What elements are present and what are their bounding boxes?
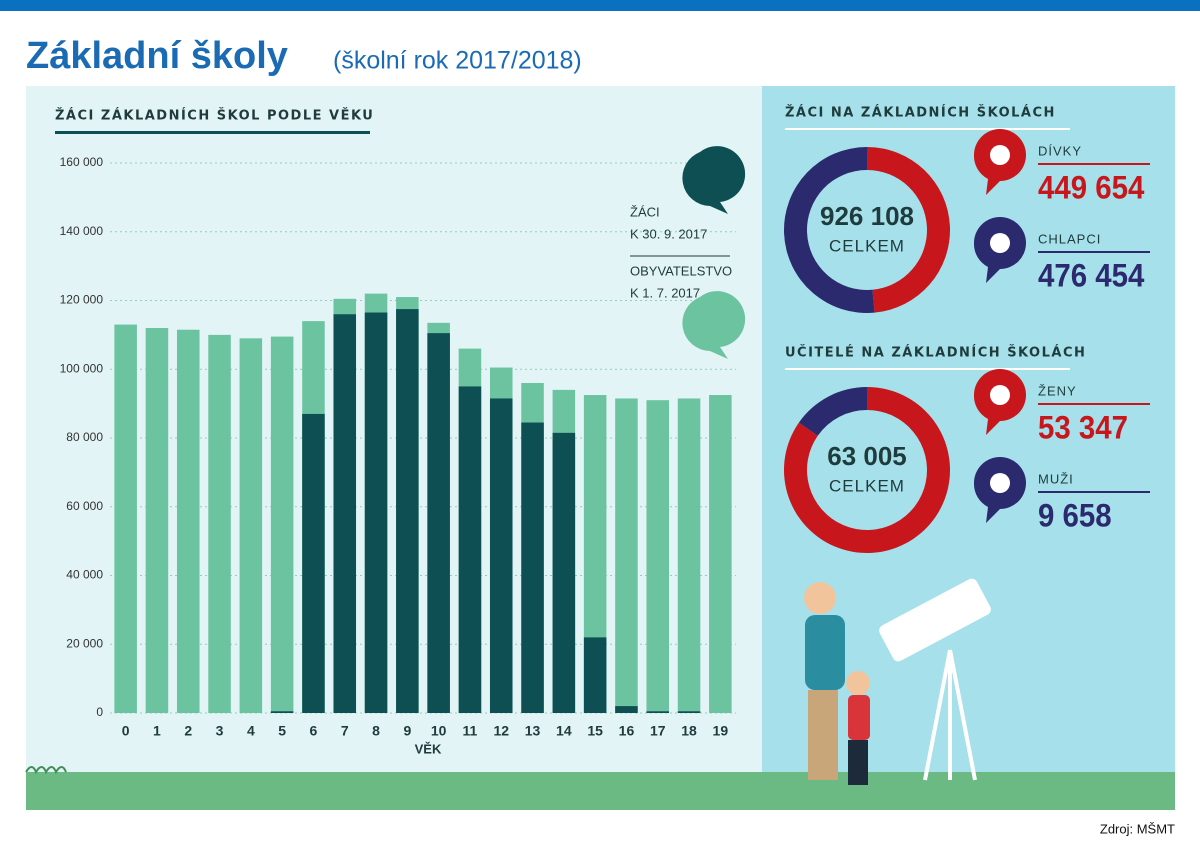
chart-title: ŽÁCI ZÁKLADNÍCH ŠKOL PODLE VĚKU (55, 108, 374, 124)
bar (114, 324, 137, 713)
x-tick-label: 15 (587, 723, 603, 739)
value-label: 476 454 (1038, 257, 1144, 293)
top-bar (0, 0, 1200, 11)
source: Zdroj: MŠMT (1100, 821, 1175, 836)
y-tick-label: 0 (96, 705, 103, 719)
x-tick-label: 3 (216, 723, 224, 739)
y-tick-label: 40 000 (66, 568, 103, 582)
donut-segment (798, 387, 867, 436)
bar (270, 336, 294, 713)
bar (709, 395, 732, 713)
page-title: Základní školy (26, 35, 288, 77)
grass-edge (25, 766, 67, 775)
bar (521, 422, 544, 713)
title-underline (55, 131, 370, 134)
x-tick-label: 6 (310, 723, 318, 739)
label-icon-dot (990, 473, 1010, 493)
x-tick-label: 7 (341, 723, 349, 739)
x-tick-label: 19 (713, 723, 729, 739)
legend-note: K 1. 7. 2017 (630, 285, 700, 300)
x-tick-label: 2 (184, 723, 192, 739)
bar (646, 400, 670, 713)
x-tick-label: 13 (525, 723, 541, 739)
bar (489, 398, 513, 713)
category-label: CHLAPCI (1038, 231, 1101, 246)
bar (677, 711, 701, 713)
bar (270, 711, 294, 713)
illustration (804, 578, 991, 785)
chart-title: UČITELÉ NA ZÁKLADNÍCH ŠKOLÁCH (785, 345, 1086, 361)
y-tick-label: 20 000 (66, 636, 103, 650)
x-axis-label: VĚK (415, 741, 442, 756)
bar (176, 329, 200, 713)
bar (239, 338, 263, 713)
label-icon-dot (990, 385, 1010, 405)
x-tick-label: 0 (122, 723, 130, 739)
donut-caption: CELKEM (829, 476, 905, 495)
value-label: 53 347 (1038, 409, 1128, 445)
page-subtitle: (školní rok 2017/2018) (333, 47, 582, 75)
x-tick-label: 9 (403, 723, 411, 739)
legend-note: K 30. 9. 2017 (630, 226, 707, 241)
x-tick-label: 5 (278, 723, 286, 739)
x-tick-label: 11 (463, 723, 478, 739)
bar (552, 432, 576, 713)
x-tick-label: 4 (247, 723, 255, 739)
bar (646, 711, 670, 713)
donut-caption: CELKEM (829, 236, 905, 255)
bar (583, 637, 607, 713)
chart-title: ŽÁCI NA ZÁKLADNÍCH ŠKOLÁCH (785, 105, 1056, 121)
bar (427, 333, 450, 713)
y-tick-label: 120 000 (60, 293, 104, 307)
x-tick-label: 17 (650, 723, 666, 739)
x-tick-label: 14 (556, 723, 572, 739)
donut-segment (867, 147, 950, 313)
bar (145, 328, 169, 713)
y-tick-label: 100 000 (60, 361, 104, 375)
y-tick-label: 60 000 (66, 499, 103, 513)
bar (302, 413, 325, 713)
bar (208, 334, 231, 713)
bar (615, 398, 638, 713)
x-tick-label: 8 (372, 723, 380, 739)
category-label: ŽENY (1038, 383, 1077, 398)
title-underline (785, 128, 1070, 130)
label-icon-dot (990, 145, 1010, 165)
legend-label: ŽÁCI (630, 204, 660, 219)
donut-total: 926 108 (820, 201, 914, 231)
x-tick-label: 16 (619, 723, 635, 739)
title-underline (785, 368, 1070, 370)
bar (677, 398, 701, 713)
legend-icon (682, 146, 746, 214)
x-tick-label: 12 (493, 723, 509, 739)
x-tick-label: 18 (681, 723, 697, 739)
y-tick-label: 160 000 (60, 155, 104, 169)
x-tick-label: 10 (431, 723, 447, 739)
legend-icon (682, 291, 746, 359)
legend-label: OBYVATELSTVO (630, 263, 732, 278)
bar (396, 309, 419, 713)
donut-segment (783, 147, 875, 313)
y-tick-label: 80 000 (66, 430, 103, 444)
label-icon-dot (990, 233, 1010, 253)
bar (333, 314, 357, 713)
bar (615, 706, 638, 713)
x-tick-label: 1 (153, 723, 161, 739)
donut-total: 63 005 (827, 441, 907, 471)
value-label: 9 658 (1038, 497, 1112, 533)
grass (26, 772, 1175, 810)
bar (583, 395, 607, 713)
bar (364, 312, 388, 713)
bar (458, 386, 482, 713)
category-label: MUŽI (1038, 471, 1074, 486)
value-label: 449 654 (1038, 169, 1144, 205)
y-tick-label: 140 000 (60, 224, 104, 238)
category-label: DÍVKY (1038, 143, 1082, 158)
